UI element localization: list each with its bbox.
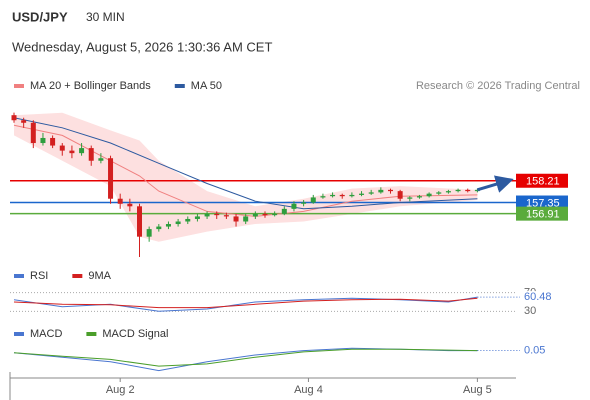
candle-body (127, 203, 133, 207)
legend-label: 9MA (88, 270, 111, 282)
candle-body (291, 203, 297, 209)
candle-body (40, 137, 46, 144)
projection-arrow (476, 175, 514, 193)
candle-body (310, 197, 316, 203)
legend-swatch (72, 274, 83, 278)
last-value-label: 0.05 (524, 344, 545, 356)
x-tick-label: Aug 4 (294, 384, 323, 396)
legend-swatch (174, 84, 185, 88)
candle-body (223, 215, 229, 217)
legend-label: MACD Signal (102, 328, 168, 340)
legend-label: RSI (30, 270, 48, 282)
candle-body (426, 193, 432, 197)
x-tick-label: Aug 5 (463, 384, 492, 396)
candle-body (330, 194, 336, 197)
legend-swatch (86, 332, 97, 336)
indicator-line (13, 347, 478, 372)
candle-body (117, 198, 123, 204)
candle-body (214, 213, 220, 216)
candle-body (272, 213, 278, 216)
candle-body (262, 213, 268, 216)
candle-body (137, 206, 142, 237)
candle-body (88, 148, 94, 161)
candle-body (407, 197, 413, 199)
candle-body (474, 189, 480, 192)
legend-label: MA 50 (191, 80, 222, 92)
candle-body (69, 150, 75, 154)
level-label-box (516, 206, 568, 221)
candle-body (281, 208, 287, 214)
legend-swatch (14, 84, 24, 88)
interval: 30 MIN (86, 10, 125, 24)
datetime: Wednesday, August 5, 2026 1:30:36 AM CET (12, 39, 272, 54)
candle-body (146, 229, 152, 237)
candle-body (455, 189, 461, 192)
symbol: USD/JPY (12, 9, 68, 24)
candle-body (243, 216, 249, 222)
x-tick-label: Aug 2 (106, 384, 135, 396)
credit: Research © 2026 Trading Central (416, 80, 580, 92)
legend-swatch (14, 274, 24, 278)
level-label: 157.35 (526, 197, 560, 209)
candle-body (185, 218, 191, 222)
level-label-box (516, 195, 568, 210)
candle-body (416, 196, 422, 198)
candle-body (436, 192, 442, 194)
indicator-line (13, 348, 478, 367)
candle-body (156, 226, 162, 230)
candle-body (165, 224, 171, 227)
candle-body (79, 148, 85, 154)
candle-body (320, 196, 326, 198)
candle-body (11, 115, 17, 121)
candle-body (465, 189, 471, 192)
last-value-label: 60.48 (524, 291, 552, 303)
legend-label: MACD (30, 328, 62, 340)
candle-body (301, 202, 307, 204)
level-label: 156.91 (526, 209, 560, 221)
candle-body (194, 216, 200, 219)
moving-average (13, 117, 478, 210)
last-value-bg (522, 291, 556, 304)
candle-body (175, 221, 181, 225)
legend-label: MA 20 + Bollinger Bands (30, 80, 151, 92)
candle-body (204, 213, 210, 217)
candle-body (388, 189, 393, 192)
indicator-line (13, 297, 478, 309)
candle-body (98, 158, 104, 161)
y-tick-label: 30 (524, 305, 536, 317)
candle-body (368, 192, 374, 194)
legend-swatch (14, 332, 24, 336)
candle-body (445, 191, 451, 193)
candle-body (50, 137, 56, 146)
candle-body (30, 122, 36, 144)
candle-body (59, 145, 65, 151)
candle-body (21, 120, 27, 123)
level-label-box (516, 173, 568, 188)
candle-body (397, 191, 403, 199)
last-value-bg (522, 344, 556, 357)
candle-body (349, 194, 355, 197)
candle-body (252, 213, 258, 217)
candle-body (339, 194, 345, 197)
candle-body (359, 193, 365, 195)
candle-body (108, 158, 114, 199)
level-label: 158.21 (526, 176, 560, 188)
candle-body (233, 216, 239, 222)
candle-body (378, 189, 384, 193)
